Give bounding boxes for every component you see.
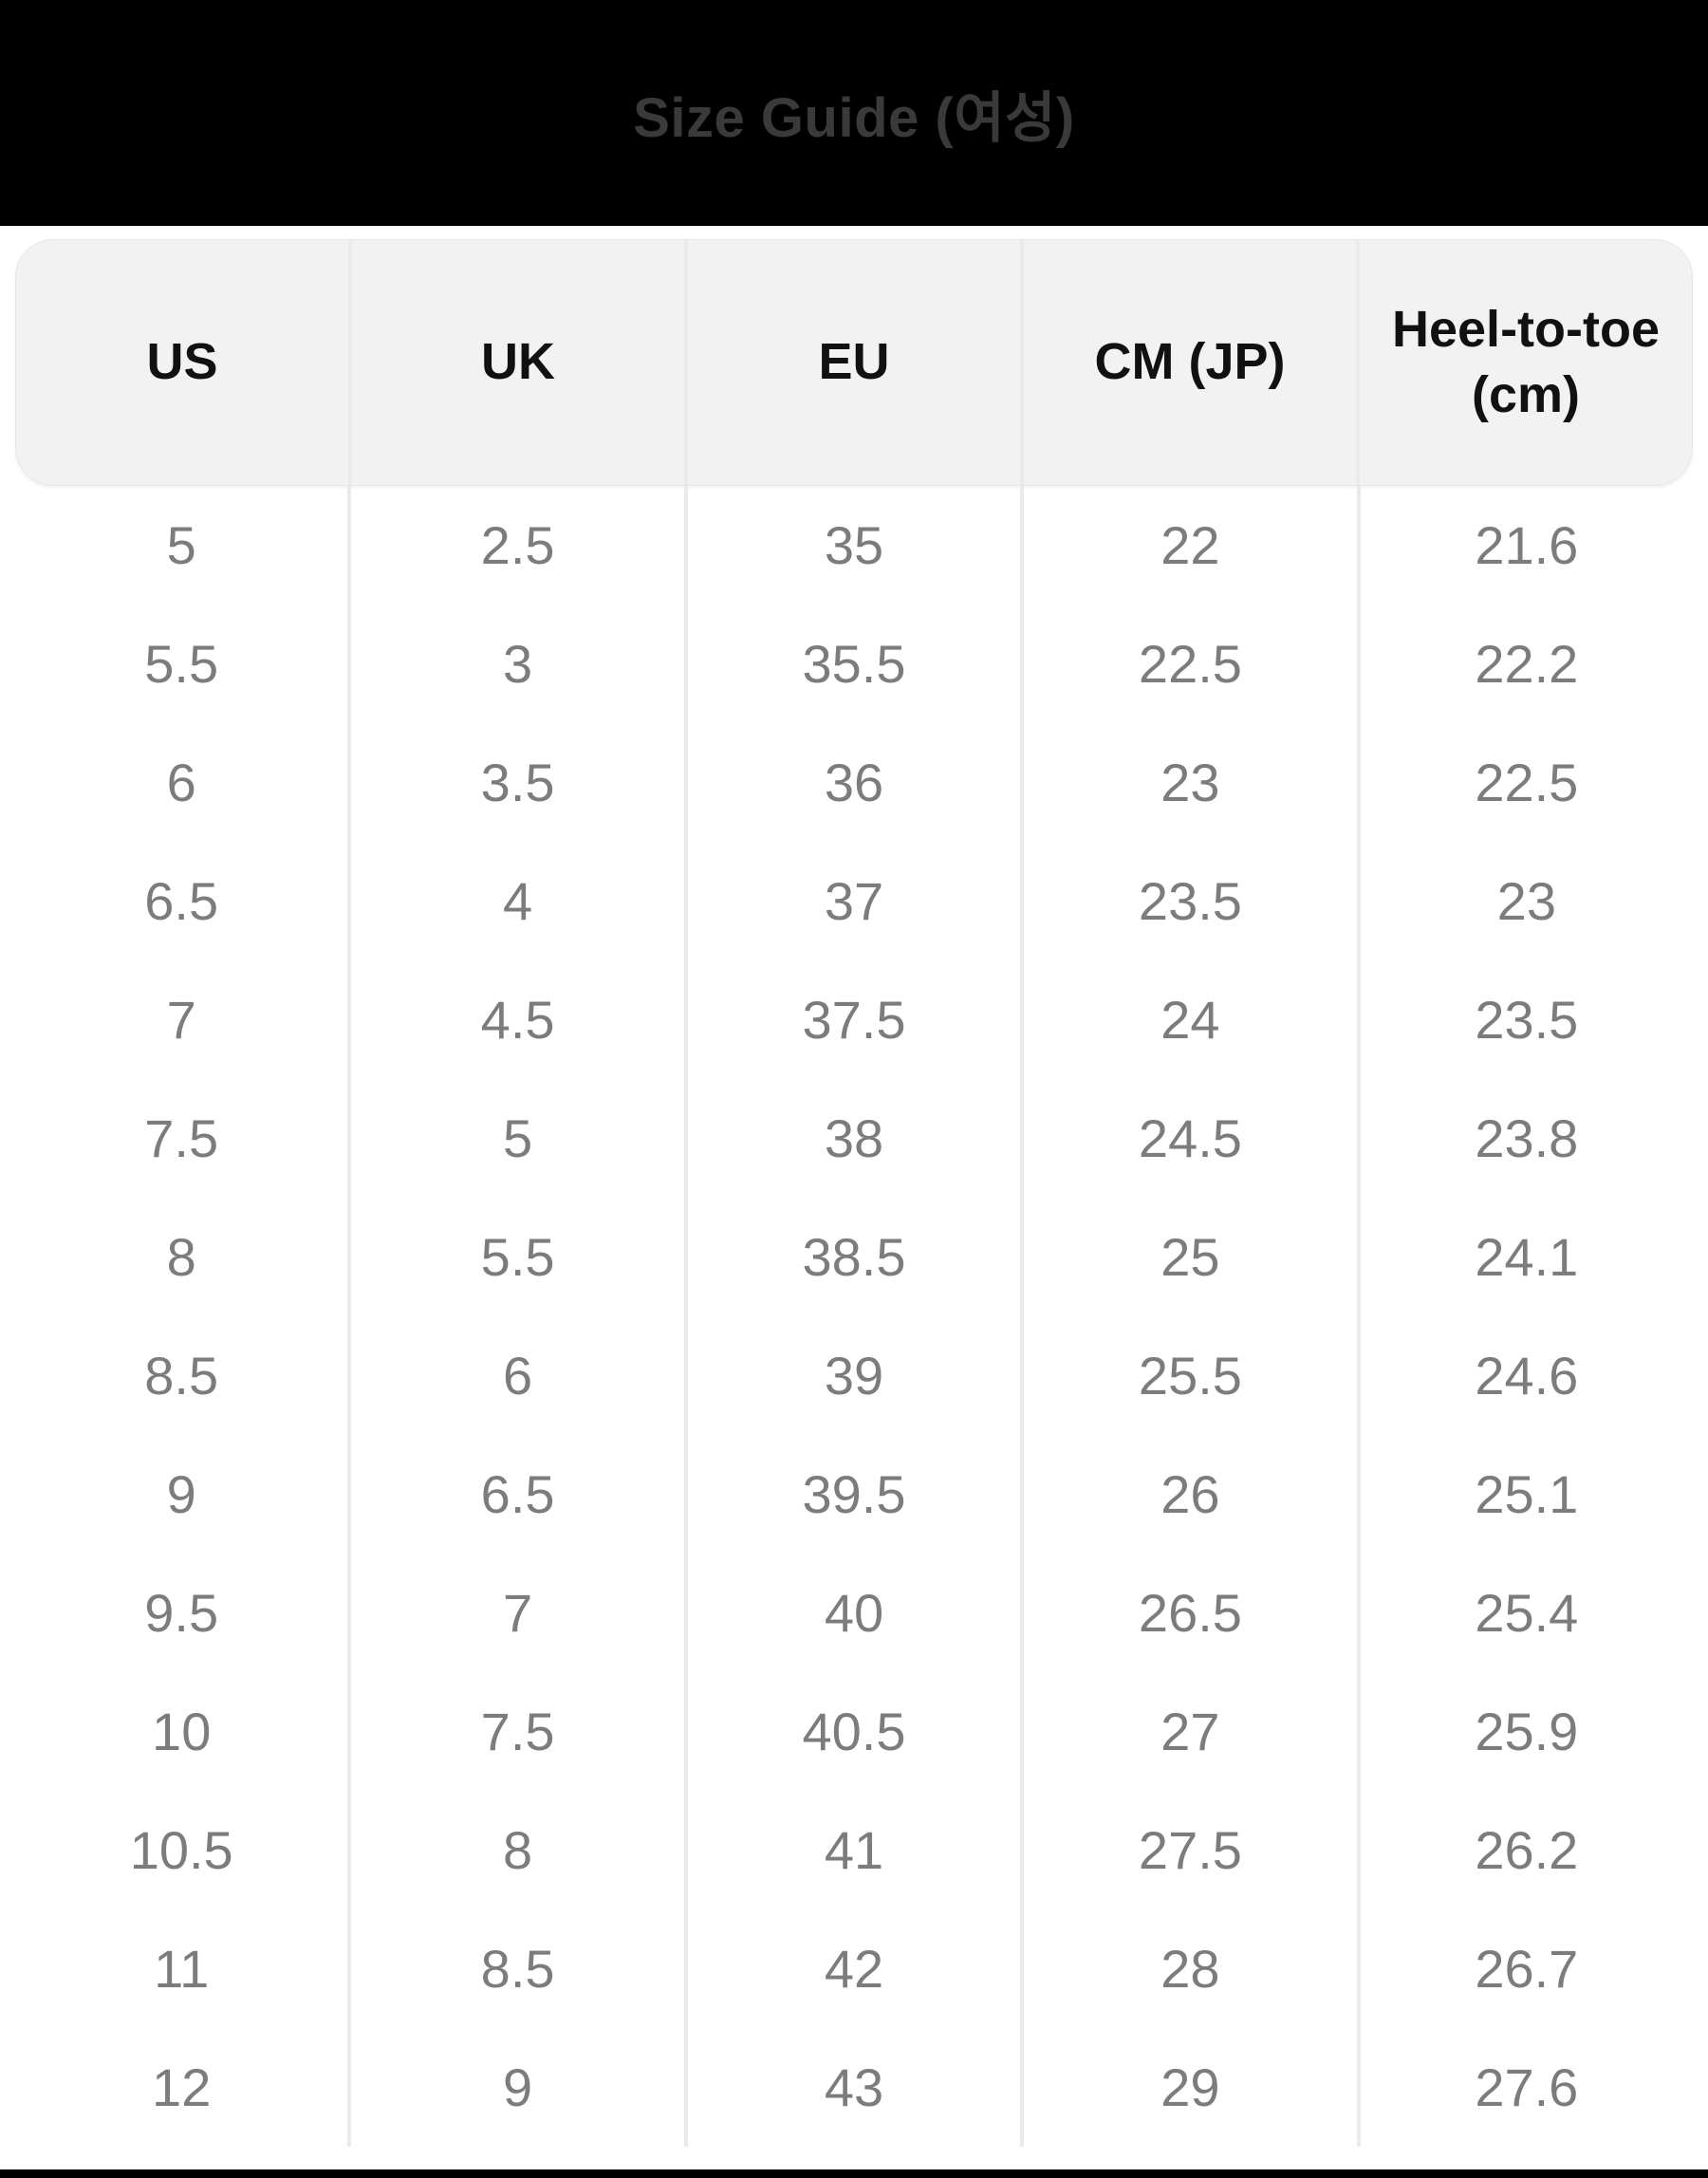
table-row: 9 6.5 39.5 26 25.1 [15,1435,1693,1554]
size-cell: 39.5 [688,1435,1025,1554]
column-header-heel-to-toe: Heel-to-toe (cm) [1392,300,1660,423]
table-row: 5.5 3 35.5 22.5 22.2 [15,605,1693,723]
size-cell: 26 [1024,1435,1361,1554]
column-header-uk: UK [352,240,688,485]
size-cell: 24.5 [1024,1079,1361,1198]
size-cell: 7 [351,1554,688,1672]
size-cell: 22.2 [1475,634,1579,694]
size-cell: 8 [351,1791,688,1909]
size-cell: 24.1 [1475,1227,1579,1287]
size-cell: 22.5 [1024,605,1361,723]
size-cell: 7.5 [351,1672,688,1791]
table-row: 6 3.5 36 23 22.5 [15,723,1693,842]
size-cell: 23.8 [1475,1108,1579,1168]
table-row: 6.5 4 37 23.5 23 [15,842,1693,960]
size-cell: 5.5 [351,1198,688,1316]
size-cell: 38 [688,1079,1025,1198]
modal-top-gap [0,226,1708,239]
column-header-eu: EU [688,240,1024,485]
size-table-body: 5 2.5 35 22 21.6 5.5 3 35.5 22.5 22.2 6 3.5 36 23 22.5… [15,486,1693,2147]
size-cell: 7 [15,960,352,1079]
size-cell: 6 [15,723,352,842]
size-cell: 39 [688,1316,1025,1435]
size-cell: 27.6 [1475,2057,1579,2117]
size-cell: 4.5 [351,960,688,1079]
size-cell: 41 [688,1791,1025,1909]
size-cell: 23.5 [1024,842,1361,960]
size-cell: 38.5 [688,1198,1025,1316]
size-cell: 40 [688,1554,1025,1672]
column-header-cm-jp: CM (JP) [1024,240,1360,485]
table-row: 9.5 7 40 26.5 25.4 [15,1554,1693,1672]
size-cell: 23 [1496,871,1556,931]
size-cell: 37.5 [688,960,1025,1079]
size-cell: 25.4 [1475,1583,1579,1643]
table-row: 7.5 5 38 24.5 23.8 [15,1079,1693,1198]
modal-backdrop-bottom[interactable] [0,2169,1708,2178]
table-row: 12 9 43 29 27.6 [15,2028,1693,2147]
size-guide-table: US UK EU CM (JP) Heel-to-toe (cm) 5 2.5 35… [15,239,1693,2147]
size-cell: 8.5 [351,1909,688,2028]
size-cell: 25 [1024,1198,1361,1316]
size-cell: 24 [1024,960,1361,1079]
size-cell: 23 [1024,723,1361,842]
size-cell: 9 [15,1435,352,1554]
modal-title: Size Guide (여성) [633,87,1075,149]
size-cell: 27.5 [1024,1791,1361,1909]
size-cell: 37 [688,842,1025,960]
table-row: 10 7.5 40.5 27 25.9 [15,1672,1693,1791]
size-cell: 35.5 [688,605,1025,723]
size-cell: 42 [688,1909,1025,2028]
size-cell: 24.6 [1475,1346,1579,1405]
table-row: 7 4.5 37.5 24 23.5 [15,960,1693,1079]
size-cell: 6 [351,1316,688,1435]
size-cell: 22 [1024,486,1361,605]
table-row: 8 5.5 38.5 25 24.1 [15,1198,1693,1316]
size-cell: 2.5 [351,486,688,605]
size-cell: 22.5 [1475,753,1579,812]
size-cell: 10.5 [15,1791,352,1909]
size-cell: 36 [688,723,1025,842]
size-cell: 4 [351,842,688,960]
size-cell: 7.5 [15,1079,352,1198]
size-cell: 5 [15,486,352,605]
table-row: 11 8.5 42 28 26.7 [15,1909,1693,2028]
modal-backdrop-top[interactable]: Size Guide (여성) [0,0,1708,226]
size-cell: 28 [1024,1909,1361,2028]
size-cell: 25.9 [1475,1702,1579,1761]
size-cell: 40.5 [688,1672,1025,1791]
size-cell: 26.5 [1024,1554,1361,1672]
table-row: 10.5 8 41 27.5 26.2 [15,1791,1693,1909]
size-cell: 5 [351,1079,688,1198]
size-cell: 25.1 [1475,1464,1579,1524]
size-cell: 35 [688,486,1025,605]
size-cell: 25.5 [1024,1316,1361,1435]
size-cell: 29 [1024,2028,1361,2147]
table-header-row: US UK EU CM (JP) Heel-to-toe (cm) [15,239,1693,486]
size-cell: 9.5 [15,1554,352,1672]
table-row: 5 2.5 35 22 21.6 [15,486,1693,605]
size-cell: 6.5 [15,842,352,960]
size-cell: 8 [15,1198,352,1316]
size-cell: 6.5 [351,1435,688,1554]
size-cell: 3 [351,605,688,723]
size-cell: 8.5 [15,1316,352,1435]
size-cell: 27 [1024,1672,1361,1791]
size-cell: 23.5 [1475,990,1579,1050]
size-cell: 21.6 [1475,515,1579,575]
size-cell: 12 [15,2028,352,2147]
size-cell: 43 [688,2028,1025,2147]
size-cell: 9 [351,2028,688,2147]
column-header-us: US [16,240,352,485]
size-cell: 3.5 [351,723,688,842]
size-cell: 10 [15,1672,352,1791]
size-cell: 26.2 [1475,1820,1579,1880]
table-row: 8.5 6 39 25.5 24.6 [15,1316,1693,1435]
size-cell: 26.7 [1475,1939,1579,1999]
size-cell: 5.5 [15,605,352,723]
size-cell: 11 [15,1909,352,2028]
